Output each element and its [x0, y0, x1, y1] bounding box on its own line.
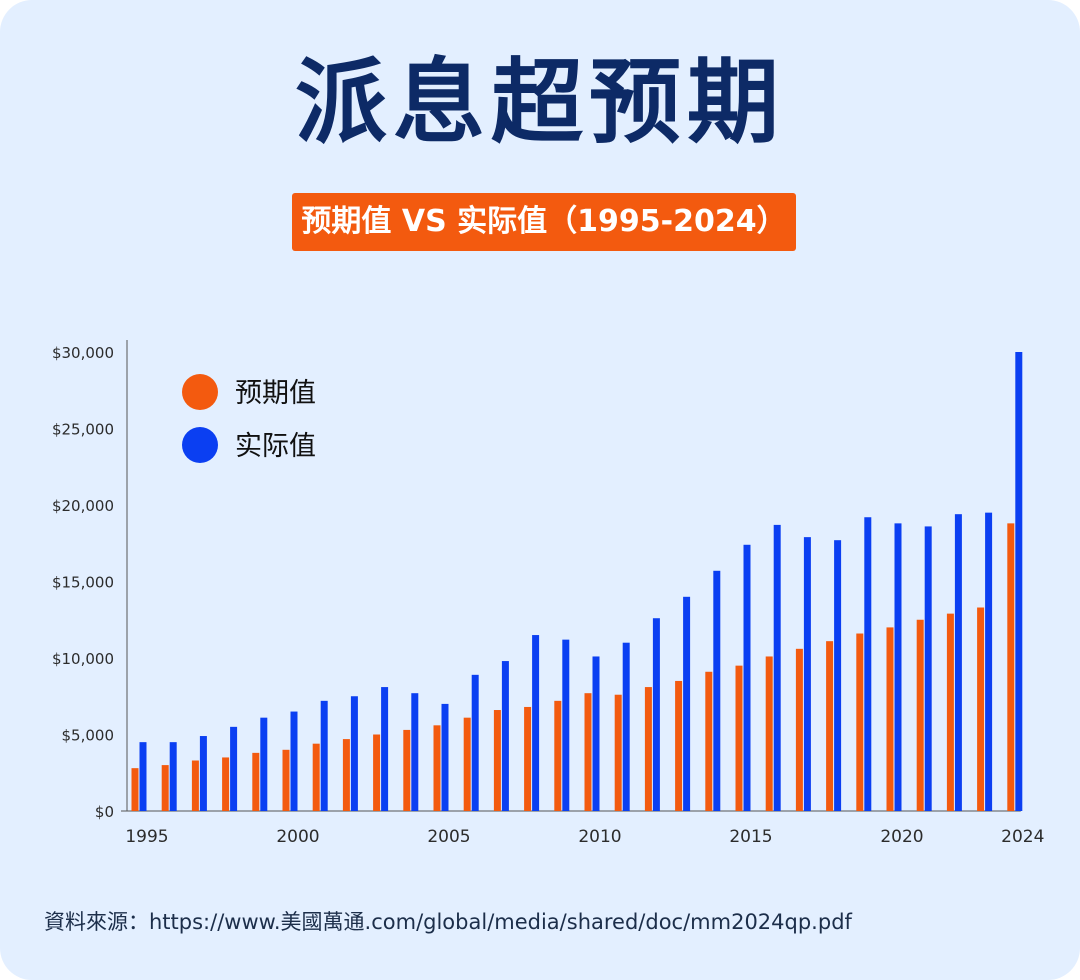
y-tick-label: $5,000 — [62, 727, 115, 745]
y-axis: $0 $5,000 $10,000 $15,000 $20,000 $25,000 $30,… — [52, 340, 128, 821]
expected-bar — [493, 710, 501, 811]
expected-bar — [161, 765, 169, 811]
expected-bar — [312, 743, 320, 811]
expected-bar — [191, 760, 199, 811]
bars — [131, 352, 1023, 811]
actual-bar — [592, 656, 600, 811]
expected-bar — [795, 648, 803, 811]
legend-label: 实际值 — [235, 431, 316, 462]
expected-bar — [946, 613, 954, 811]
actual-bar — [501, 661, 509, 811]
actual-bar — [562, 639, 570, 811]
x-tick-label: 2024 — [1001, 827, 1044, 847]
x-tick-label: 2015 — [729, 827, 772, 847]
x-tick-label: 2000 — [276, 827, 319, 847]
dividend-bar-chart: $0 $5,000 $10,000 $15,000 $20,000 $25,000 $30,… — [52, 340, 1044, 847]
expected-bar — [342, 739, 350, 811]
actual-bar — [199, 736, 207, 811]
expected-bar — [373, 734, 381, 811]
y-tick-label: $10,000 — [52, 650, 114, 668]
actual-bar — [471, 674, 479, 811]
expected-bar — [222, 757, 230, 811]
actual-bar — [743, 544, 751, 811]
actual-bar — [441, 703, 449, 811]
expected-bar — [735, 665, 743, 811]
x-axis: 1995 2000 2005 2010 2015 2020 2024 — [121, 810, 1044, 847]
actual-bar — [139, 742, 147, 811]
actual-bar — [381, 687, 389, 811]
actual-bar — [713, 570, 721, 811]
y-tick-label: $0 — [95, 803, 114, 821]
actual-bar — [954, 514, 962, 811]
actual-bar — [652, 618, 660, 811]
actual-bar — [169, 742, 177, 811]
actual-bar — [532, 635, 540, 811]
expected-bar — [644, 687, 652, 811]
expected-bar — [675, 680, 683, 811]
expected-bar — [463, 717, 471, 811]
source-citation: 資料來源：https://www.美國萬通.com/global/media/s… — [44, 910, 852, 934]
expected-bar — [252, 752, 260, 811]
x-tick-label: 1995 — [125, 827, 168, 847]
actual-bar — [773, 524, 781, 811]
expected-bar — [584, 693, 592, 811]
expected-bar — [916, 619, 924, 811]
main-title: 派息超预期 — [294, 49, 785, 156]
y-tick-label: $25,000 — [52, 421, 114, 439]
x-tick-label: 2005 — [427, 827, 470, 847]
actual-bar — [1015, 352, 1023, 811]
expected-bar — [765, 656, 773, 811]
actual-bar — [320, 700, 328, 811]
subtitle-text: 预期值 VS 实际值（1995-2024） — [301, 204, 787, 239]
actual-bar — [350, 696, 358, 811]
actual-bar — [864, 517, 872, 811]
actual-bar — [290, 711, 298, 811]
expected-bar — [131, 768, 139, 811]
expected-bar — [433, 725, 441, 811]
actual-bar — [894, 523, 902, 811]
actual-bar — [622, 642, 630, 811]
actual-bar — [985, 512, 993, 811]
actual-bar — [411, 693, 419, 811]
actual-bar — [924, 526, 932, 811]
legend-dot — [182, 427, 218, 463]
expected-bar — [554, 700, 562, 811]
expected-bar — [403, 729, 411, 811]
expected-bar — [856, 633, 864, 811]
actual-bar — [834, 540, 842, 811]
actual-bar — [230, 726, 238, 811]
actual-bar — [260, 717, 268, 811]
actual-bar — [803, 537, 811, 811]
x-tick-label: 2010 — [578, 827, 621, 847]
y-tick-label: $20,000 — [52, 497, 114, 515]
expected-bar — [282, 749, 290, 811]
expected-bar — [826, 641, 834, 811]
actual-bar — [683, 596, 691, 811]
legend-dot — [182, 374, 218, 410]
subtitle-banner: 预期值 VS 实际值（1995-2024） — [292, 193, 796, 251]
y-tick-label: $30,000 — [52, 344, 114, 362]
expected-bar — [614, 694, 622, 811]
x-tick-label: 2020 — [880, 827, 923, 847]
expected-bar — [977, 607, 985, 811]
expected-bar — [524, 706, 532, 811]
expected-bar — [705, 671, 713, 811]
expected-bar — [886, 627, 894, 811]
expected-bar — [1007, 523, 1015, 811]
y-tick-label: $15,000 — [52, 574, 114, 592]
legend-label: 预期值 — [235, 378, 316, 409]
